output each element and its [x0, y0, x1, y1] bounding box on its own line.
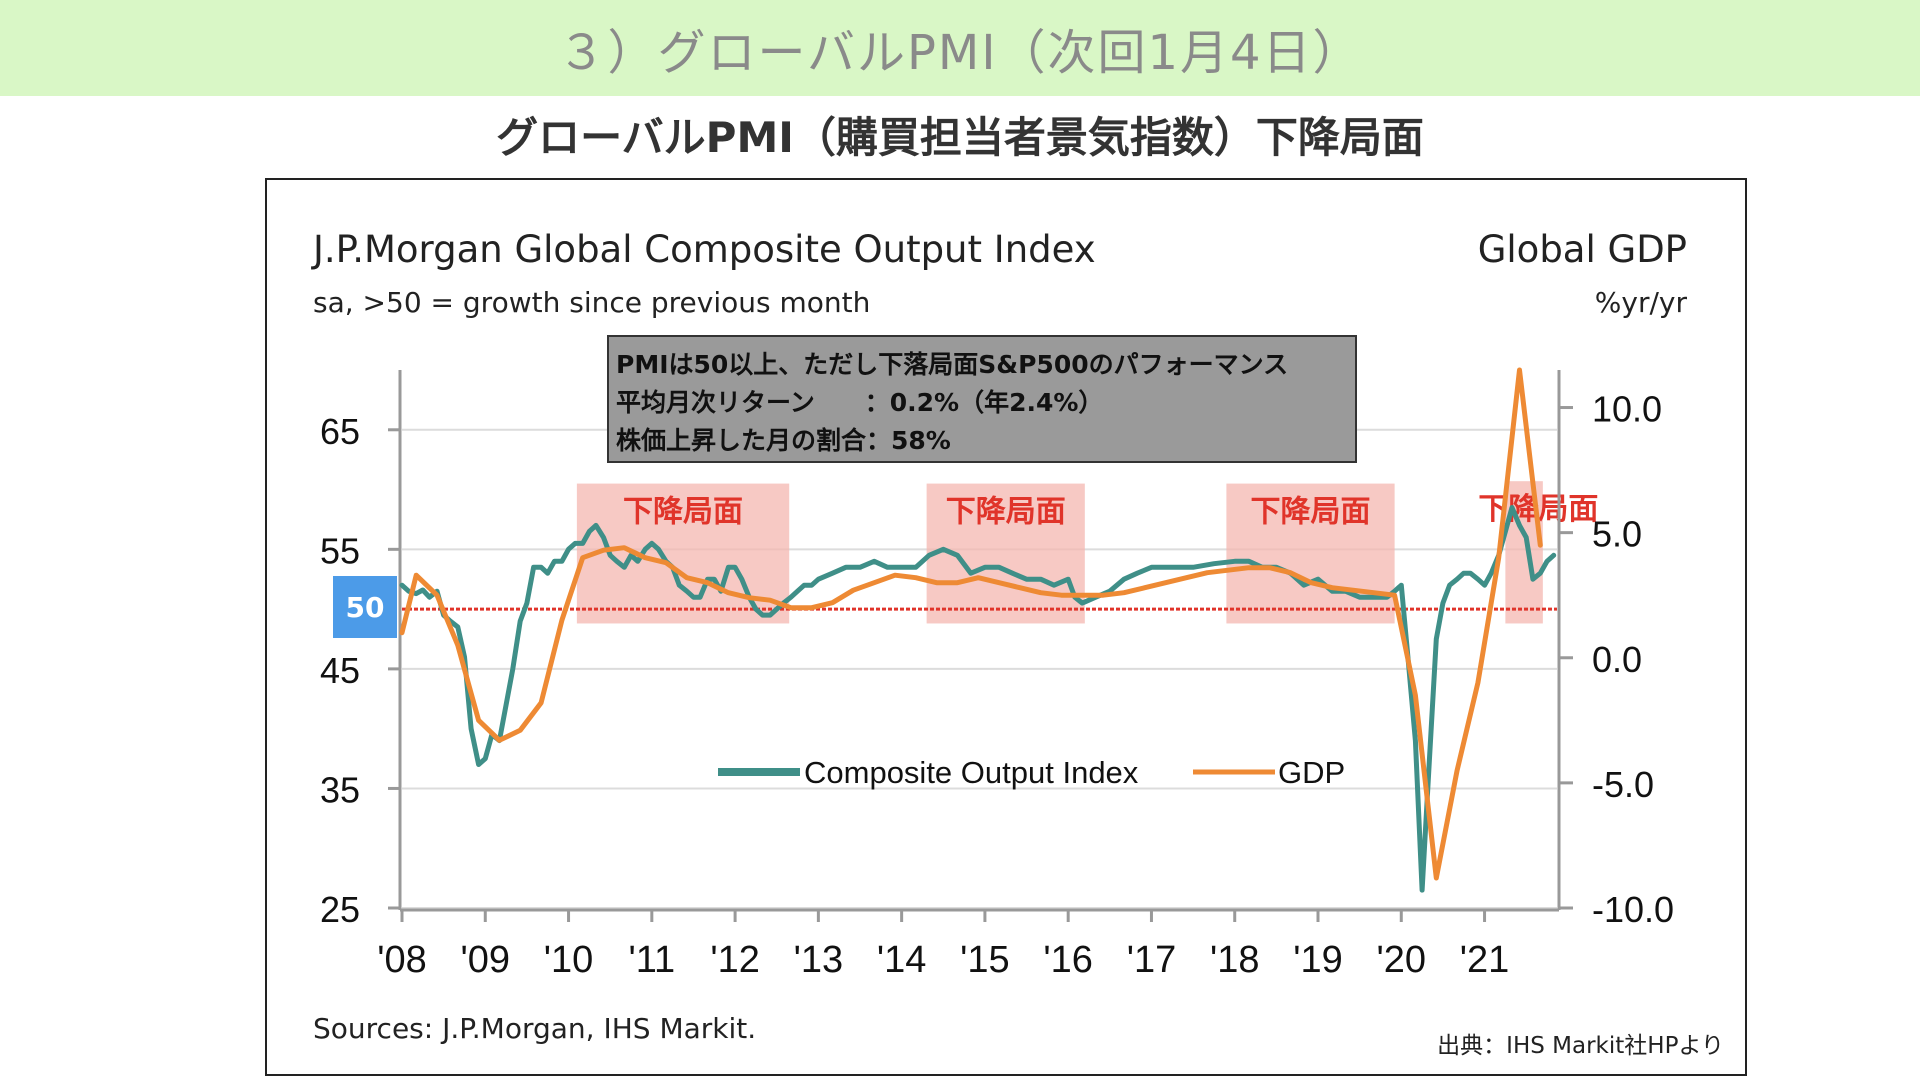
x-tick-label: '10 — [544, 939, 594, 981]
right-tick-label: 0.0 — [1592, 639, 1642, 680]
shaded-period — [1226, 483, 1395, 624]
chart-subtitle: sa, >50 = growth since previous month — [313, 286, 871, 319]
legend-label-gdp: GDP — [1278, 755, 1345, 790]
x-tick-label: '14 — [877, 939, 927, 981]
x-tick-label: '18 — [1210, 939, 1260, 981]
x-tick-label: '15 — [960, 939, 1010, 981]
x-tick-label: '11 — [628, 939, 675, 981]
info-line: 平均月次リターン ：0.2%（年2.4%） — [616, 388, 1104, 417]
banner-title: ３）グローバルPMI（次回1月4日） — [557, 25, 1363, 81]
left-tick-label: 35 — [320, 769, 360, 810]
x-tick-label: '16 — [1043, 939, 1093, 981]
right-axis-title: Global GDP — [1477, 228, 1687, 271]
x-tick-label: '12 — [710, 939, 760, 981]
right-tick-label: 10.0 — [1592, 389, 1662, 430]
left-tick-label: 55 — [320, 530, 360, 571]
info-line: PMIは50以上、ただし下落局面S&P500のパフォーマンス — [616, 350, 1289, 379]
right-tick-label: -5.0 — [1592, 764, 1654, 805]
shaded-period-label: 下降局面 — [1251, 495, 1371, 530]
x-tick-label: '19 — [1293, 939, 1343, 981]
x-tick-label: '08 — [377, 939, 427, 981]
legend-label-pmi: Composite Output Index — [804, 755, 1139, 790]
reference-badge: 50 — [333, 576, 397, 638]
shaded-period-label: 下降局面 — [623, 495, 743, 530]
chart-frame — [265, 178, 1747, 1076]
sources-note: Sources: J.P.Morgan, IHS Markit. — [313, 1012, 757, 1045]
left-tick-label: 65 — [320, 411, 360, 452]
credit-note: 出典：IHS Markit社HPより — [1437, 1033, 1724, 1059]
x-tick-label: '09 — [461, 939, 511, 981]
slide-subtitle: グローバルPMI（購買担当者景気指数）下降局面 — [496, 113, 1424, 162]
banner: ３）グローバルPMI（次回1月4日） — [0, 0, 1920, 96]
pmi-series-line — [399, 505, 1557, 893]
info-line: 株価上昇した月の割合：58% — [616, 426, 951, 455]
right-axis-unit: %yr/yr — [1594, 286, 1687, 319]
x-tick-label: '21 — [1460, 939, 1510, 981]
left-tick-label: 25 — [320, 889, 360, 930]
x-tick-label: '20 — [1377, 939, 1427, 981]
shaded-period-label: 下降局面 — [946, 495, 1066, 530]
info-box: PMIは50以上、ただし下落局面S&P500のパフォーマンス 平均月次リターン … — [607, 335, 1357, 463]
right-tick-label: 5.0 — [1592, 514, 1642, 555]
right-tick-label: -10.0 — [1592, 889, 1674, 930]
x-tick-label: '13 — [794, 939, 844, 981]
gdp-series-line — [399, 367, 1543, 881]
x-tick-label: '17 — [1127, 939, 1177, 981]
left-tick-label: 45 — [320, 650, 360, 691]
chart-title: J.P.Morgan Global Composite Output Index — [313, 228, 1096, 271]
